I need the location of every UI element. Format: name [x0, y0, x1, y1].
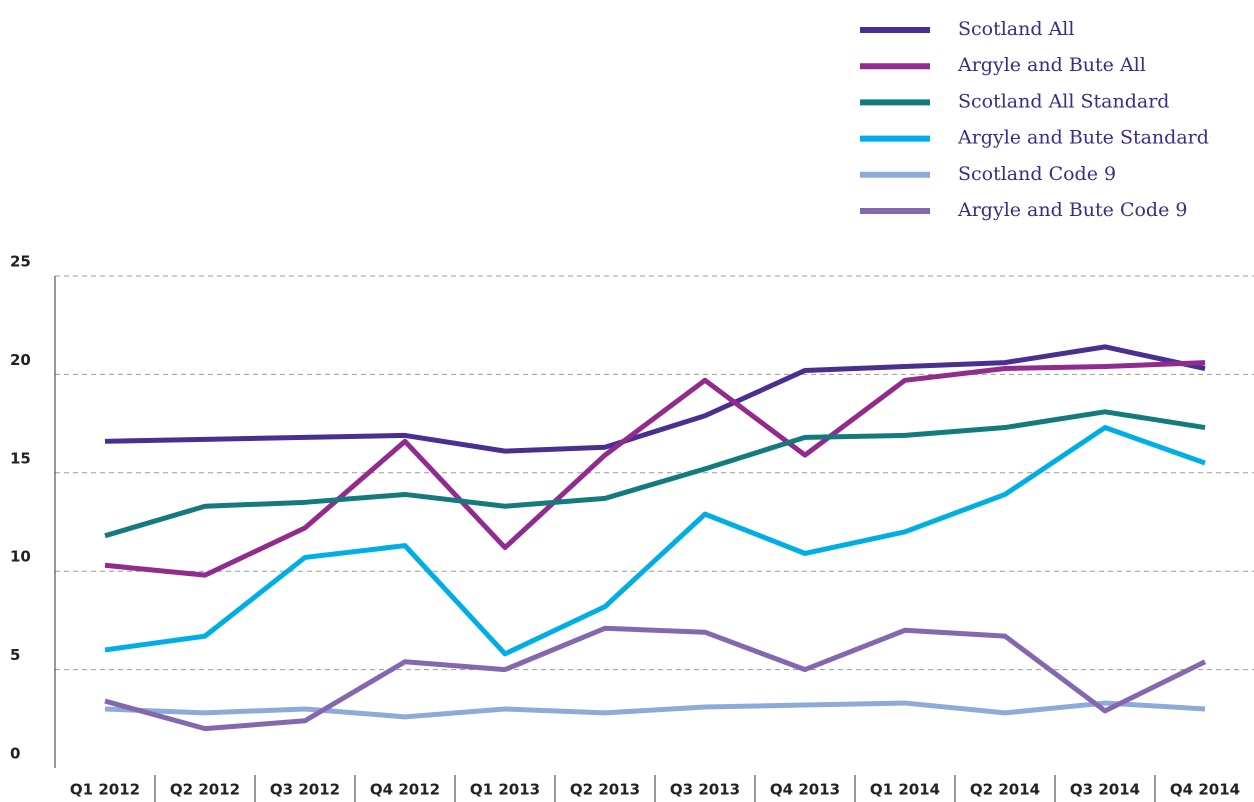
x-tick-label: Q4 2013	[770, 781, 840, 799]
x-tick-label: Q4 2014	[1170, 781, 1240, 799]
x-tick-label: Q2 2013	[570, 781, 640, 799]
y-tick-label: 25	[10, 253, 31, 271]
x-tick-label: Q2 2014	[970, 781, 1040, 799]
x-tick-label: Q3 2012	[270, 781, 340, 799]
x-tick-label: Q3 2013	[670, 781, 740, 799]
line-series	[104, 409, 1206, 539]
y-tick-label: 0	[10, 745, 20, 763]
x-tick-label: Q1 2013	[470, 781, 540, 799]
x-tick-label: Q4 2012	[370, 781, 440, 799]
x-tick-label: Q1 2014	[870, 781, 940, 799]
x-tick-label: Q2 2012	[170, 781, 240, 799]
legend-label: Scotland All Standard	[958, 90, 1169, 112]
legend-label: Argyle and Bute Standard	[957, 127, 1209, 149]
line-series	[104, 700, 1206, 720]
y-tick-label: 5	[10, 646, 20, 664]
legend-label: Argyle and Bute All	[957, 54, 1146, 76]
x-tick-label: Q3 2014	[1070, 781, 1140, 799]
y-tick-label: 10	[10, 548, 31, 566]
line-series	[104, 625, 1207, 732]
y-tick-label: 15	[10, 449, 31, 467]
line-series	[104, 360, 1206, 578]
x-tick-label: Q1 2012	[70, 781, 140, 799]
y-tick-label: 20	[10, 351, 31, 369]
legend-label: Scotland Code 9	[958, 163, 1116, 185]
line-series	[104, 344, 1206, 454]
legend-label: Scotland All	[958, 18, 1074, 40]
line-series	[104, 425, 1206, 657]
legend-label: Argyle and Bute Code 9	[957, 199, 1187, 221]
